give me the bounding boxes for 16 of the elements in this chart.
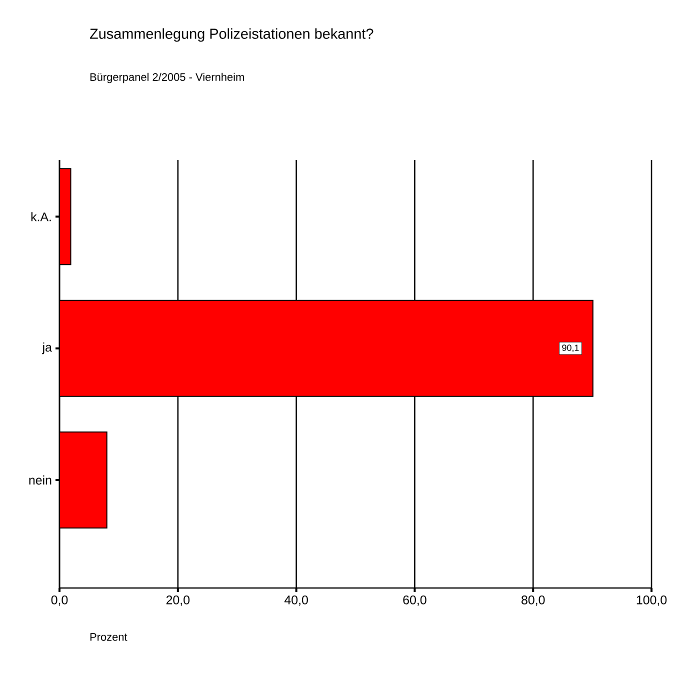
x-axis-title: Prozent — [90, 633, 128, 641]
chart-title: Zusammenlegung Polizeistationen bekannt? — [90, 28, 374, 42]
x-tick-label: 80,0 — [522, 596, 545, 606]
bar — [60, 300, 594, 397]
data-label: 90,1 — [562, 344, 579, 352]
bar — [60, 432, 108, 529]
y-tick-label: ja — [42, 342, 52, 354]
x-tick-label: 20,0 — [166, 596, 190, 606]
x-tick-label: 40,0 — [284, 596, 308, 606]
x-tick-label: 60,0 — [403, 596, 426, 606]
x-tick-label: 100,0 — [636, 596, 667, 606]
bar — [60, 168, 71, 265]
y-tick-label: k.A. — [31, 212, 51, 222]
x-tick-label: 0,0 — [51, 596, 68, 606]
y-tick-label: nein — [29, 475, 52, 485]
chart-subtitle: Bürgerpanel 2/2005 - Viernheim — [90, 72, 244, 84]
